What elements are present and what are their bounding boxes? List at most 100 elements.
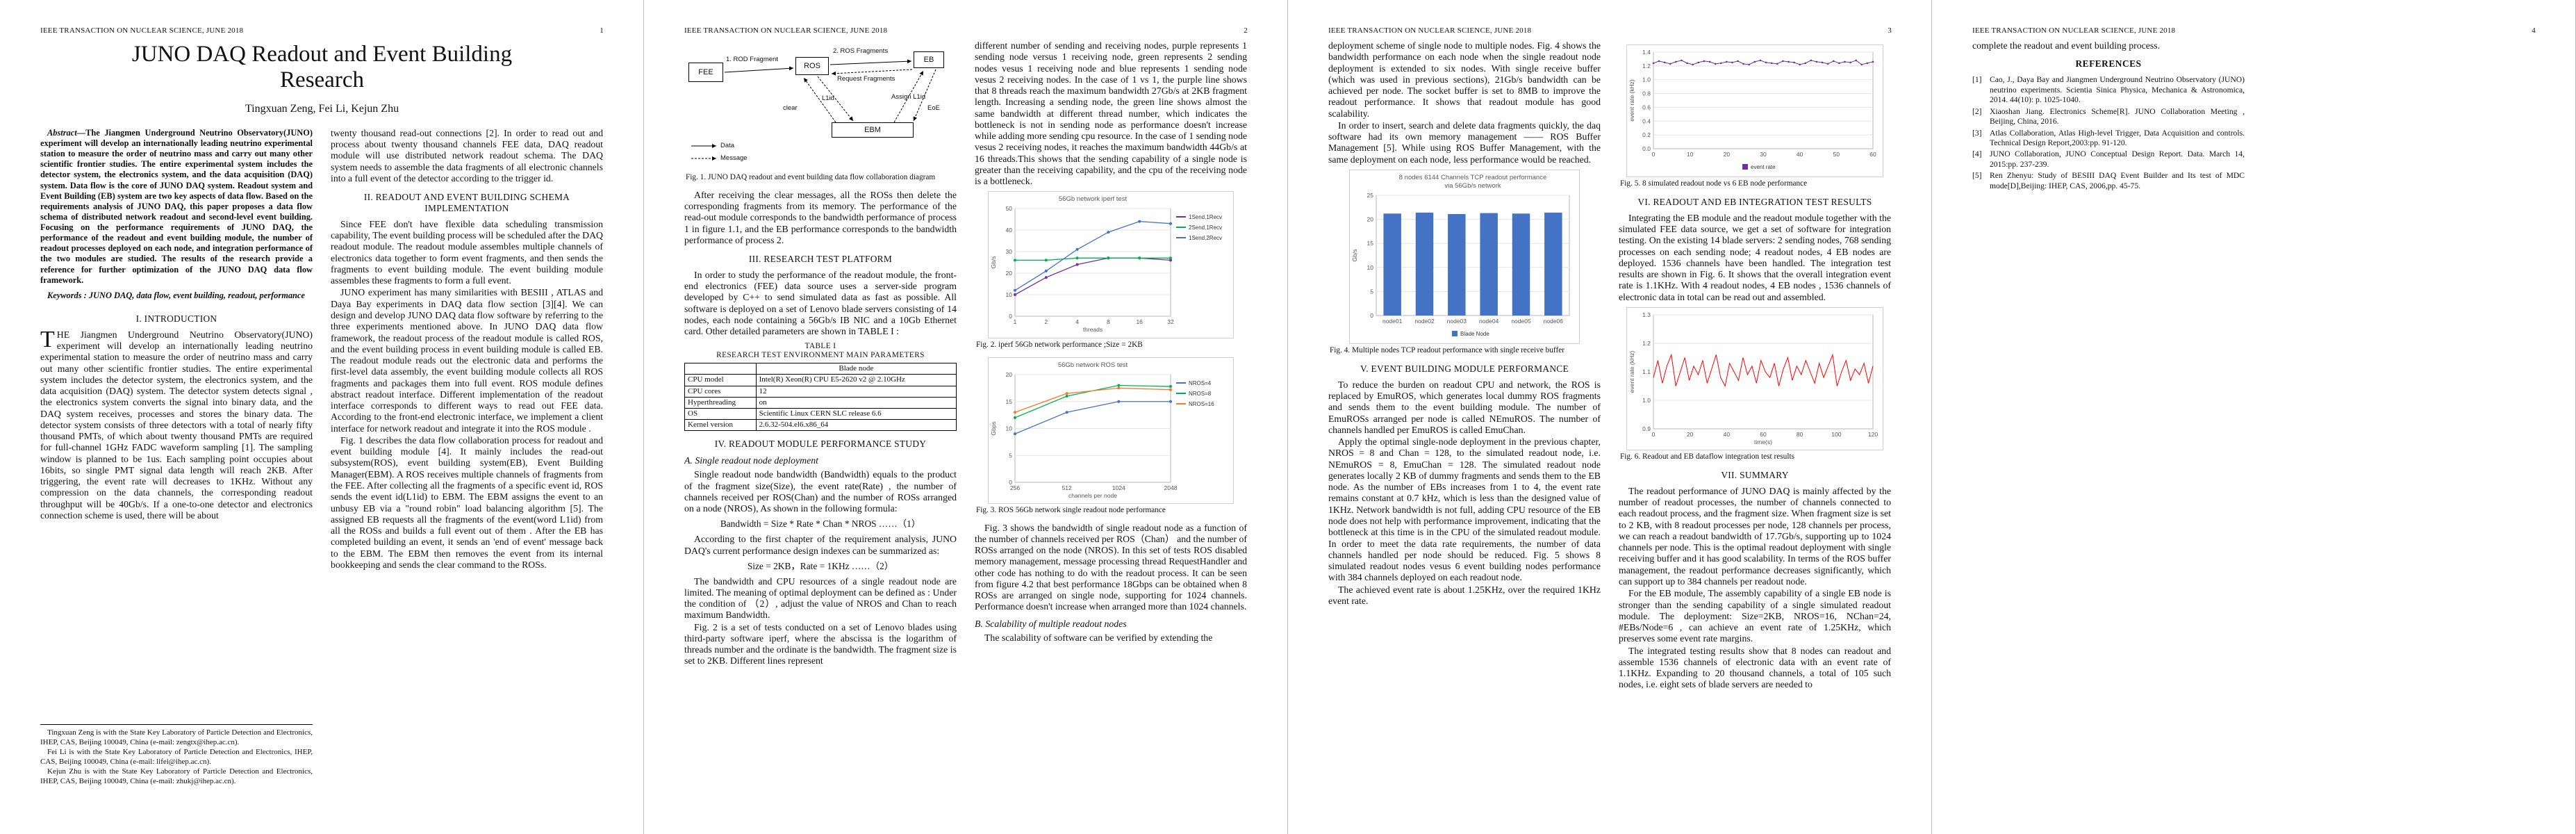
page3-right-column: 0.0 0.2 0.4 0.6 0.8 1.0 1.2 1.4 0 10 20 30 40 50 60 eve… bbox=[1619, 40, 1891, 692]
svg-text:0: 0 bbox=[1652, 151, 1656, 158]
continuation-paragraph: deployment scheme of single node to mult… bbox=[1328, 40, 1601, 119]
event-building-paragraph: To reduce the burden on readout CPU and … bbox=[1328, 379, 1601, 435]
svg-text:1024: 1024 bbox=[1112, 484, 1125, 491]
request-fragments-label: Request Fragments bbox=[837, 75, 895, 83]
schema-paragraph: Since FEE don't have flexible data sched… bbox=[331, 218, 603, 286]
svg-text:NROS=8: NROS=8 bbox=[1189, 391, 1212, 397]
svg-text:Gb/s: Gb/s bbox=[990, 256, 997, 269]
paper-title: JUNO DAQ Readout and Event Building Rese… bbox=[131, 42, 513, 92]
after-fig1-paragraph: After receiving the clear messages, all … bbox=[684, 189, 957, 245]
svg-text:via 56Gb/s network: via 56Gb/s network bbox=[1444, 182, 1501, 190]
figure-5-frame: 0.0 0.2 0.4 0.6 0.8 1.0 1.2 1.4 0 10 20 30 40 50 60 eve… bbox=[1626, 44, 1883, 178]
scalability-paragraph: The scalability of software can be verif… bbox=[984, 632, 1213, 643]
footnote-line: Tingxuan Zeng is with the State Key Labo… bbox=[40, 728, 313, 746]
svg-text:2Send,1Recv: 2Send,1Recv bbox=[1189, 224, 1222, 231]
reference-item: [1] Cao, J., Daya Bay and Jiangmen Underg… bbox=[1972, 75, 2245, 105]
svg-text:32: 32 bbox=[1167, 318, 1174, 325]
table-cell: 12 bbox=[755, 385, 957, 398]
svg-text:1.0: 1.0 bbox=[1642, 76, 1651, 83]
svg-text:0.4: 0.4 bbox=[1642, 117, 1651, 124]
page3-left-column: deployment scheme of single node to mult… bbox=[1328, 40, 1601, 692]
ros-fragments-label: 2. ROS Fragments bbox=[833, 47, 889, 55]
figure-3-caption: Fig. 3. ROS 56Gb network single readout … bbox=[976, 505, 1166, 514]
fee-box: FEE bbox=[688, 63, 723, 82]
svg-text:1Send,2Recv: 1Send,2Recv bbox=[1189, 235, 1222, 241]
svg-text:NROS=4: NROS=4 bbox=[1189, 380, 1212, 386]
keywords: Keywords : JUNO DAQ, data flow, event bu… bbox=[40, 291, 313, 301]
svg-text:25: 25 bbox=[1367, 192, 1374, 199]
continuation-paragraph: twenty thousand read-out connections [2]… bbox=[331, 127, 603, 183]
table-1: Blade node CPU model Intel(R) Xeon(R) CPU… bbox=[684, 363, 957, 432]
table-1-number: TABLE I bbox=[804, 341, 836, 350]
abstract: Abstract—The Jiangmen Underground Neutri… bbox=[40, 128, 313, 286]
svg-text:2: 2 bbox=[1044, 318, 1048, 325]
table-cell: Intel(R) Xeon(R) CPU E5-2620 v2 @ 2.10GH… bbox=[755, 374, 957, 386]
svg-text:2048: 2048 bbox=[1164, 484, 1178, 491]
figure-2-frame: 0 10 20 30 40 50 1 2 4 8 16 32 56Gb network iperf te… bbox=[988, 191, 1234, 338]
page2-right-column: different number of sending and receivin… bbox=[975, 40, 1247, 668]
intro-text: HE Jiangmen Underground Neutrino Observa… bbox=[40, 329, 313, 521]
running-head: IEEE TRANSACTION ON NUCLEAR SCIENCE, JUN… bbox=[1328, 26, 1892, 35]
figure-6-caption: Fig. 6. Readout and EB dataflow integrat… bbox=[1620, 452, 1794, 461]
running-header: IEEE TRANSACTION ON NUCLEAR SCIENCE, JUN… bbox=[40, 26, 244, 35]
footnote-line: Kejun Zhu is with the State Key Laborato… bbox=[40, 767, 313, 785]
svg-text:50: 50 bbox=[1006, 205, 1013, 212]
table-cell: on bbox=[755, 396, 957, 409]
single-node-paragraph: Single readout node bandwidth (Bandwidth… bbox=[684, 469, 957, 514]
table-cell: Scientific Linux CERN SLC release 6.6 bbox=[755, 407, 957, 420]
svg-text:40: 40 bbox=[1797, 151, 1803, 158]
svg-text:1.0: 1.0 bbox=[1642, 397, 1651, 404]
page-3: IEEE TRANSACTION ON NUCLEAR SCIENCE, JUN… bbox=[1288, 0, 1932, 834]
reference-text: Xiaoshan Jiang. Electronics Scheme[R]. J… bbox=[1990, 106, 2245, 126]
table-cell: Hyperthreading bbox=[684, 396, 757, 409]
svg-text:512: 512 bbox=[1062, 484, 1072, 491]
figure-6-frame: 0.9 1.0 1.1 1.2 1.3 0 20 40 60 80 100 120 event rate… bbox=[1626, 306, 1883, 451]
legend-data-label: Data bbox=[720, 142, 735, 149]
page1-right-column: twenty thousand read-out connections [2]… bbox=[331, 128, 603, 787]
paper-authors: Tingxuan Zeng, Fei Li, Kejun Zhu bbox=[245, 102, 399, 115]
svg-text:100: 100 bbox=[1831, 431, 1841, 438]
svg-text:10: 10 bbox=[1687, 151, 1694, 158]
reference-item: [2] Xiaoshan Jiang. Electronics Scheme[R]… bbox=[1972, 107, 2245, 127]
eb-box: EB bbox=[914, 51, 944, 68]
footnote-line: Fei Li is with the State Key Laboratory … bbox=[40, 748, 313, 766]
l1id-label: L1id bbox=[822, 95, 834, 102]
schema-paragraph: Fig. 1 describes the data flow collabora… bbox=[331, 434, 603, 570]
svg-text:20: 20 bbox=[1006, 371, 1013, 378]
formula-1: Bandwidth = Size * Rate * Chan * NROS ……… bbox=[720, 518, 921, 530]
single-node-paragraph: According to the first chapter of the re… bbox=[684, 534, 957, 556]
section-heading-introduction: I. INTRODUCTION bbox=[135, 313, 217, 324]
section-heading-integration: VI. READOUT AND EB INTEGRATION TEST RESU… bbox=[1637, 197, 1872, 208]
svg-text:NROS=16: NROS=16 bbox=[1189, 401, 1214, 407]
svg-text:10: 10 bbox=[1367, 264, 1374, 271]
reference-number: [3] bbox=[1972, 128, 1982, 138]
formula-2: Size = 2KB，Rate = 1KHz ……（2） bbox=[747, 560, 894, 571]
section-heading-schema: II. READOUT AND EVENT BUILDING SCHEMA IM… bbox=[363, 192, 570, 214]
event-building-paragraph: Apply the optimal single-node deployment… bbox=[1328, 436, 1601, 583]
running-head: IEEE TRANSACTION ON NUCLEAR SCIENCE, JUN… bbox=[1972, 26, 2536, 35]
svg-text:node01: node01 bbox=[1382, 318, 1403, 325]
single-node-paragraph: Fig. 2 is a set of tests conducted on a … bbox=[684, 621, 957, 667]
svg-text:30: 30 bbox=[1760, 151, 1767, 158]
svg-text:50: 50 bbox=[1833, 151, 1840, 158]
svg-text:1.2: 1.2 bbox=[1642, 340, 1651, 347]
section-heading-event-building: V. EVENT BUILDING MODULE PERFORMANCE bbox=[1360, 363, 1569, 374]
svg-text:20: 20 bbox=[1367, 216, 1374, 223]
running-header: IEEE TRANSACTION ON NUCLEAR SCIENCE, JUN… bbox=[1972, 26, 2176, 35]
figure-4-frame: 0 5 10 15 20 25 node01 node02 node03 node04 node05… bbox=[1349, 169, 1580, 345]
svg-text:20: 20 bbox=[1724, 151, 1731, 158]
running-head: IEEE TRANSACTION ON NUCLEAR SCIENCE, JUN… bbox=[40, 26, 604, 35]
reference-text: Ren Zhenyu: Study of BESIII DAQ Event Bu… bbox=[1990, 171, 2245, 190]
svg-text:20: 20 bbox=[1687, 431, 1694, 438]
svg-text:event rate (kHz): event rate (kHz) bbox=[1628, 351, 1635, 393]
platform-paragraph: In order to study the performance of the… bbox=[684, 269, 957, 337]
table-header-cell: Blade node bbox=[755, 363, 957, 375]
page-number: 3 bbox=[1888, 26, 1892, 35]
summary-paragraph: For the EB module, The assembly capabili… bbox=[1619, 588, 1891, 644]
figure-2-caption: Fig. 2. iperf 56Gb network performance ;… bbox=[976, 340, 1143, 349]
table-cell: CPU cores bbox=[684, 385, 757, 398]
svg-text:15: 15 bbox=[1367, 240, 1374, 247]
ebm-box: EBM bbox=[832, 122, 914, 138]
assign-l1id-label: Assign L1id bbox=[891, 93, 926, 101]
table-cell: CPU model bbox=[684, 374, 757, 386]
